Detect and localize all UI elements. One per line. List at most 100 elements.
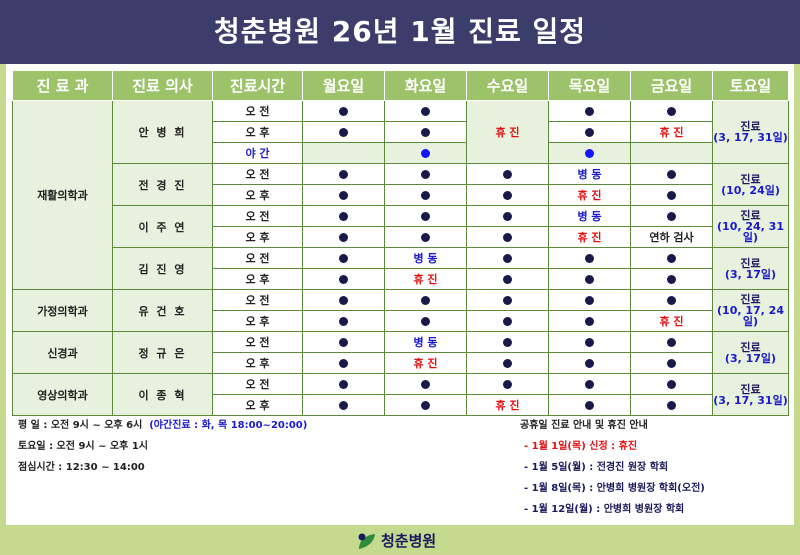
open-dot-icon: [667, 380, 676, 389]
doctor-name: 이 주 연: [112, 205, 213, 248]
cell-ward: 병 동: [548, 163, 631, 185]
open-dot-icon: [421, 317, 430, 326]
cell: [466, 226, 549, 248]
cell: [630, 247, 713, 269]
header-fri: 금요일: [630, 70, 713, 101]
page-title: 청춘병원 26년 1월 진료 일정: [0, 0, 800, 64]
header-wed: 수요일: [466, 70, 549, 101]
slot-pm: 오 후: [212, 121, 303, 143]
hospital-logo: 청춘병원: [356, 530, 436, 551]
table-row: 김 진 영 오 전 병 동 진료 (3, 17일): [13, 247, 789, 290]
open-dot-icon: [339, 107, 348, 116]
holiday-item: - 1월 5일(월) : 전경진 원장 학회: [524, 462, 669, 473]
open-dot-icon: [585, 275, 594, 284]
night-dot-icon: [421, 149, 430, 158]
open-dot-icon: [339, 254, 348, 263]
table-row: 오 후 휴 진: [13, 352, 789, 374]
open-dot-icon: [503, 317, 512, 326]
header-doctor: 진료 의사: [112, 70, 213, 101]
lunch-hours: 점심시간 : 12:30 ~ 14:00: [18, 462, 145, 473]
open-dot-icon: [421, 170, 430, 179]
cell-closed: 휴 진: [384, 268, 467, 290]
cell-closed: 휴 진: [466, 100, 549, 164]
header-row: 진 료 과 진료 의사 진료시간 월요일 화요일 수요일 목요일 금요일 토요일: [12, 70, 789, 101]
cell: [302, 121, 385, 143]
open-dot-icon: [339, 275, 348, 284]
saturday-cell: 진료 (10, 24, 31일): [712, 205, 789, 248]
open-dot-icon: [503, 233, 512, 242]
table-row: 오 후 휴 진: [13, 310, 789, 332]
open-dot-icon: [667, 338, 676, 347]
header-tue: 화요일: [384, 70, 467, 101]
cell: [384, 289, 467, 311]
logo-text: 청춘병원: [381, 532, 437, 550]
open-dot-icon: [339, 401, 348, 410]
slot-am: 오 전: [212, 331, 303, 353]
table-row: 재활의학과 안 병 희 오 전 휴 진 진료 (3, 17, 31일): [12, 100, 789, 290]
table-row: 오 후 휴 진: [13, 268, 789, 290]
cell: [302, 373, 385, 395]
open-dot-icon: [339, 170, 348, 179]
open-dot-icon: [503, 380, 512, 389]
cell: [548, 394, 631, 416]
schedule-table: 진 료 과 진료 의사 진료시간 월요일 화요일 수요일 목요일 금요일 토요일…: [12, 70, 789, 416]
slot-pm: 오 후: [212, 184, 303, 206]
saturday-hours: 토요일 : 오전 9시 ~ 오후 1시: [18, 441, 148, 452]
open-dot-icon: [667, 359, 676, 368]
doctor-name: 정 규 은: [112, 331, 213, 374]
cell-closed: 휴 진: [548, 184, 631, 206]
open-dot-icon: [667, 275, 676, 284]
cell: [302, 331, 385, 353]
cell: [466, 184, 549, 206]
cell: [302, 100, 385, 122]
cell: [384, 394, 467, 416]
slot-pm: 오 후: [212, 310, 303, 332]
table-row: 오 후 휴 진: [13, 184, 789, 206]
open-dot-icon: [585, 254, 594, 263]
cell: [630, 373, 713, 395]
table-row: 이 주 연 오 전 병 동 진료 (10, 24, 31일): [13, 205, 789, 248]
open-dot-icon: [339, 212, 348, 221]
cell: [302, 289, 385, 311]
cell: [302, 352, 385, 374]
cell: [302, 247, 385, 269]
slot-am: 오 전: [212, 247, 303, 269]
dept-neuro: 신경과: [12, 331, 113, 374]
saturday-cell: 진료 (10, 17, 24일): [712, 289, 789, 332]
open-dot-icon: [667, 107, 676, 116]
doctor-name: 유 건 호: [112, 289, 213, 332]
cell: [384, 373, 467, 395]
open-dot-icon: [421, 128, 430, 137]
doctor-name: 이 종 혁: [112, 373, 213, 416]
open-dot-icon: [503, 254, 512, 263]
doctor-name: 전 경 진: [112, 163, 213, 206]
cell: [548, 142, 631, 164]
cell: [466, 289, 549, 311]
slot-pm: 오 후: [212, 394, 303, 416]
cell: [466, 331, 549, 353]
open-dot-icon: [503, 275, 512, 284]
cell-closed: 휴 진: [630, 121, 713, 143]
cell: [384, 226, 467, 248]
open-dot-icon: [339, 317, 348, 326]
open-dot-icon: [503, 170, 512, 179]
open-dot-icon: [421, 380, 430, 389]
slot-night: 야 간: [212, 142, 303, 164]
cell: [630, 100, 713, 122]
holiday-notes: 공휴일 진료 안내 및 휴진 안내 - 1월 1일(목) 신정 : 휴진 - 1…: [520, 415, 705, 520]
saturday-cell: 진료 (10, 24일): [712, 163, 789, 206]
header-mon: 월요일: [302, 70, 385, 101]
cell: [630, 163, 713, 185]
open-dot-icon: [667, 296, 676, 305]
cell-closed: 휴 진: [548, 226, 631, 248]
cell: [384, 142, 467, 164]
cell: [630, 184, 713, 206]
cell: [384, 163, 467, 185]
table-row: 야 간: [13, 142, 789, 164]
saturday-cell: 진료 (3, 17, 31일): [712, 100, 789, 164]
dept-radio: 영상의학과: [12, 373, 113, 416]
night-hours: (야간진료 : 화, 목 18:00~20:00): [149, 420, 308, 431]
header-time: 진료시간: [212, 70, 303, 101]
slot-am: 오 전: [212, 100, 303, 122]
cell: [548, 268, 631, 290]
